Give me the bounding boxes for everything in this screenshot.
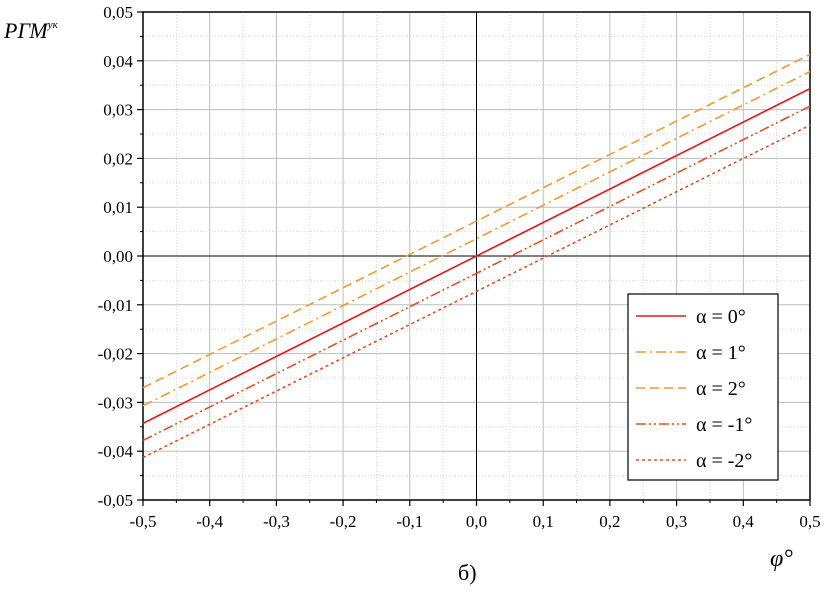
x-axis-label: φ° <box>770 546 793 572</box>
y-tick-label: 0,04 <box>103 52 133 71</box>
legend-label: α = -1° <box>696 414 752 436</box>
tick-labels: -0,5 -0,4 -0,3 -0,2 -0,1 0,0 0,1 0,2 0,3 0,4 0,5 -0… <box>98 3 821 531</box>
legend-box <box>627 293 779 481</box>
x-tick-label: -0,1 <box>396 512 423 531</box>
legend-label: α = 2° <box>696 378 746 400</box>
x-tick-label: 0,2 <box>599 512 620 531</box>
x-tick-label: 0,0 <box>466 512 487 531</box>
y-axis-label: РГМук <box>4 18 58 44</box>
series-line <box>142 53 811 389</box>
series-line <box>142 87 811 425</box>
y-axis-label-superscript: ук <box>47 18 58 31</box>
legend-label: α = -2° <box>696 450 752 472</box>
x-tick-label: -0,2 <box>330 512 357 531</box>
legend-label: α = 1° <box>696 342 746 364</box>
series-line <box>142 124 811 459</box>
y-tick-label: -0,02 <box>98 345 133 364</box>
x-tick-label: -0,3 <box>263 512 290 531</box>
x-tick-label: -0,5 <box>130 512 157 531</box>
series-line <box>142 105 811 442</box>
legend: α = 0° α = 1° α = 2° α = -1° α = -2° <box>627 293 779 481</box>
x-tick-label: 0,3 <box>666 512 687 531</box>
y-tick-label: 0,01 <box>103 198 133 217</box>
x-tick-label: 0,1 <box>533 512 554 531</box>
y-tick-label: 0,03 <box>103 101 133 120</box>
y-tick-label: -0,01 <box>98 296 133 315</box>
y-tick-label: -0,05 <box>98 491 133 510</box>
figure-caption: б) <box>458 560 477 585</box>
x-tick-label: -0,4 <box>196 512 223 531</box>
x-tick-label: 0,4 <box>733 512 755 531</box>
y-tick-label: 0,05 <box>103 3 133 22</box>
y-tick-label: -0,04 <box>98 442 134 461</box>
series-lines <box>142 53 811 459</box>
y-tick-label: -0,03 <box>98 393 133 412</box>
y-axis-label-main: РГМ <box>4 18 48 43</box>
x-tick-label: 0,5 <box>799 512 820 531</box>
series-line <box>142 70 811 407</box>
legend-label: α = 0° <box>696 306 746 328</box>
y-tick-label: 0,02 <box>103 149 133 168</box>
y-tick-label: 0,00 <box>103 247 133 266</box>
